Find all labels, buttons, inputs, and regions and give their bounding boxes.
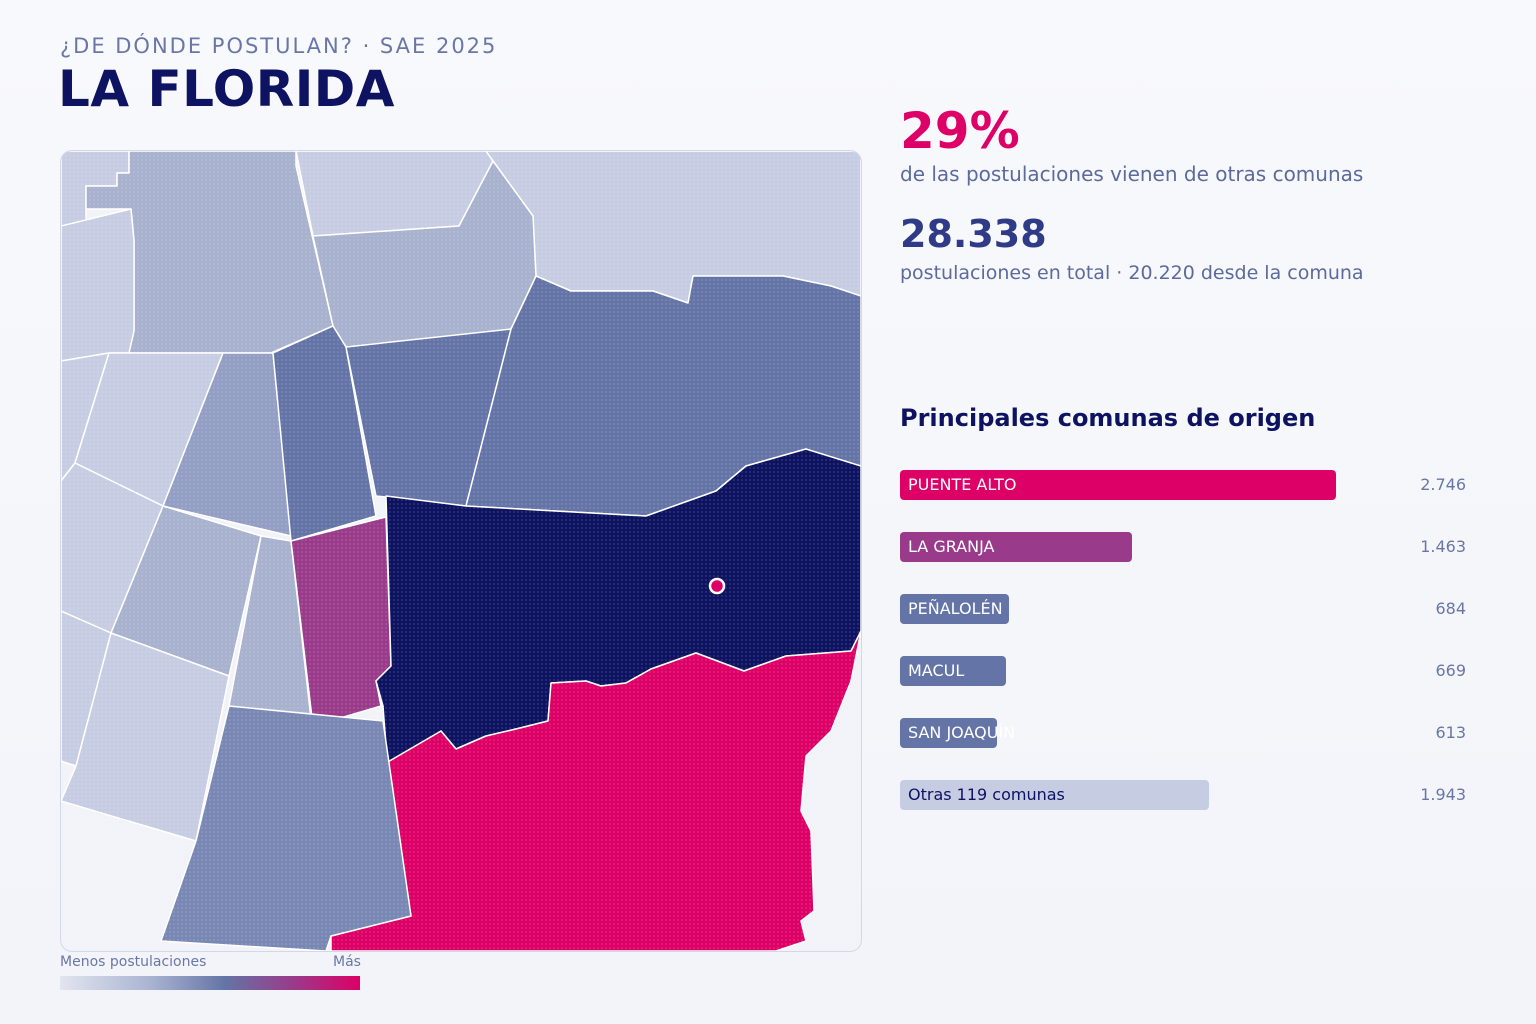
external-share-label: de las postulaciones vienen de otras com… (900, 162, 1364, 186)
origin-value: 2.746 (1420, 475, 1466, 494)
origin-label: PEÑALOLÉN (908, 599, 1003, 618)
origin-label: PUENTE ALTO (908, 475, 1017, 494)
kicker: ¿DE DÓNDE POSTULAN? · SAE 2025 (60, 34, 498, 58)
page-title: LA FLORIDA (58, 60, 396, 118)
map-svg (61, 151, 861, 951)
legend-low-label: Menos postulaciones (60, 954, 207, 970)
origin-row: PUENTE ALTO 2.746 (900, 470, 1470, 500)
origin-bar: LA GRANJA (900, 532, 1132, 562)
origin-row: MACUL 669 (900, 656, 1470, 686)
school-location-marker (708, 577, 726, 595)
comuna-region (61, 208, 135, 362)
origin-row: Otras 119 comunas 1.943 (900, 780, 1470, 810)
origin-value: 613 (1435, 723, 1466, 742)
origin-bar: SAN JOAQUÍN (900, 718, 1015, 748)
origin-row: PEÑALOLÉN 684 (900, 594, 1470, 624)
origins-title: Principales comunas de origen (900, 404, 1316, 432)
external-share-value: 29% (900, 102, 1020, 160)
origin-value: 669 (1435, 661, 1466, 680)
origin-label: LA GRANJA (908, 537, 995, 556)
origin-label: MACUL (908, 661, 965, 680)
origin-bar: MACUL (900, 656, 1006, 686)
origin-label: Otras 119 comunas (908, 785, 1065, 804)
origin-row: SAN JOAQUÍN 613 (900, 718, 1470, 748)
origin-bar: PUENTE ALTO (900, 470, 1336, 500)
origin-value: 684 (1435, 599, 1466, 618)
origin-label: SAN JOAQUÍN (908, 723, 1016, 742)
choropleth-map (60, 150, 862, 952)
total-applications-label: postulaciones en total · 20.220 desde la… (900, 262, 1364, 284)
origin-value: 1.463 (1420, 537, 1466, 556)
origin-bar: Otras 119 comunas (900, 780, 1209, 810)
total-applications-value: 28.338 (900, 212, 1047, 256)
origin-bar: PEÑALOLÉN (900, 594, 1009, 624)
origins-bar-chart: PUENTE ALTO 2.746 LA GRANJA 1.463 PEÑALO… (900, 470, 1470, 842)
legend-gradient (60, 976, 360, 990)
legend-high-label: Más (333, 954, 361, 970)
origin-value: 1.943 (1420, 785, 1466, 804)
origin-row: LA GRANJA 1.463 (900, 532, 1470, 562)
